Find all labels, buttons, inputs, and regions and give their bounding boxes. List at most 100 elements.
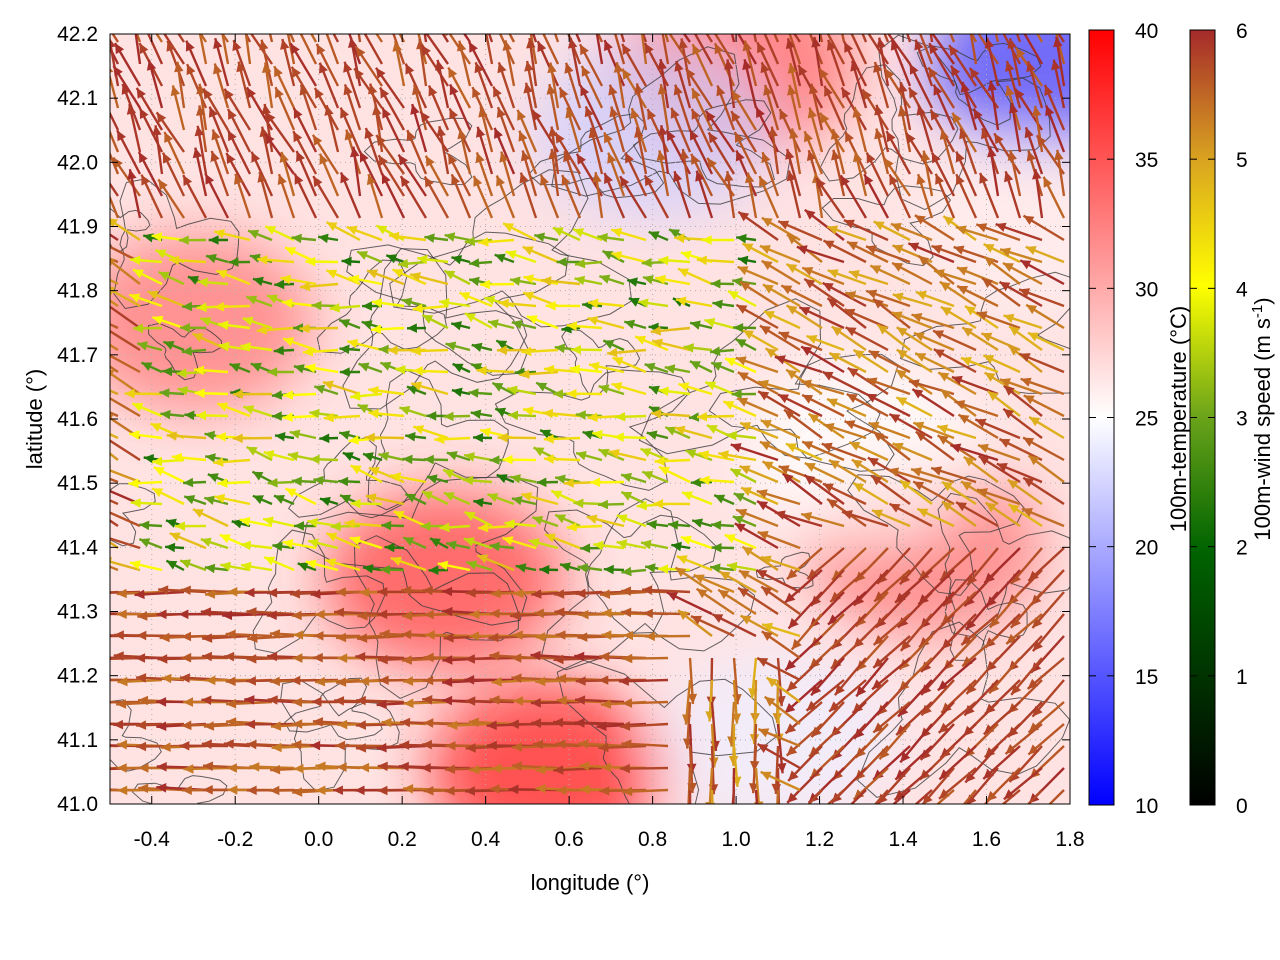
wind-vector-head xyxy=(613,62,624,73)
wind-vector-head xyxy=(194,125,205,137)
wind-vector-head xyxy=(981,128,991,140)
wind-vector-head xyxy=(566,388,577,399)
wind-vector-head xyxy=(185,40,195,52)
wind-vector-head xyxy=(523,291,535,301)
wind-vector-head xyxy=(868,421,880,431)
wind-vector-head xyxy=(604,173,613,184)
wind-vector-head xyxy=(716,85,726,97)
wind-vector-head xyxy=(138,695,149,706)
wind-vector-head xyxy=(136,673,147,683)
wind-vector-head xyxy=(349,536,361,546)
wind-vector-head xyxy=(412,366,423,376)
wind-vector-head xyxy=(853,789,865,800)
wind-vector-head xyxy=(889,174,899,186)
wind-vector-head xyxy=(110,435,111,437)
wind-vector-head xyxy=(643,275,654,285)
wind-vector-head xyxy=(866,152,876,164)
wind-vector-head xyxy=(523,82,533,94)
wind-vector-head xyxy=(740,422,752,431)
wind-vector-head xyxy=(762,284,774,294)
wind-vector-head xyxy=(487,493,499,503)
wind-vector-head xyxy=(402,610,413,621)
wind-vector-head xyxy=(804,209,816,220)
wind-vector-head xyxy=(526,38,536,49)
wind-vector-head xyxy=(380,361,392,371)
wind-vector-head xyxy=(939,281,951,292)
wind-vector-head xyxy=(954,400,966,410)
wind-vector-head xyxy=(213,457,224,467)
wind-vector-head xyxy=(598,499,609,510)
wind-vector-head xyxy=(827,225,839,235)
wind-vector-head xyxy=(309,454,320,465)
wind-vector-head xyxy=(737,255,749,266)
wind-vector-head xyxy=(295,22,304,33)
wind-vector-head xyxy=(582,430,594,440)
wind-vector-head xyxy=(471,342,483,352)
wind-vector-head xyxy=(309,408,320,419)
wind-vector-head xyxy=(789,128,799,139)
wind-vector-head xyxy=(165,542,176,553)
wind-vector-head xyxy=(1031,813,1041,823)
wind-vector-head xyxy=(97,506,108,515)
wind-vector-head xyxy=(315,0,324,10)
wind-vector-head xyxy=(401,297,413,307)
wind-vector-head xyxy=(294,521,304,531)
wind-vector-head xyxy=(603,340,615,349)
wind-vector-head xyxy=(465,588,476,598)
wind-vector xyxy=(508,34,516,43)
wind-vector-head xyxy=(536,477,547,488)
wind-vector-head xyxy=(787,84,797,96)
wind-vector-head xyxy=(691,153,700,165)
wind-vector-head xyxy=(100,175,109,186)
temperature-patch xyxy=(908,136,1070,317)
wind-vector-head xyxy=(535,765,546,775)
wind-vector-head xyxy=(909,87,918,99)
wind-vector-head xyxy=(740,615,752,625)
wind-vector-head xyxy=(1019,288,1031,298)
wind-vector-head xyxy=(346,225,358,235)
wind-vector-head xyxy=(274,279,285,290)
wind-vector-head xyxy=(768,126,778,138)
wind-vector-head xyxy=(354,68,364,80)
wind-vector xyxy=(110,452,119,461)
wind-vector-head xyxy=(494,22,503,33)
wind-vector-head xyxy=(182,301,193,312)
wind-vector-head xyxy=(630,108,640,119)
wind-vector-head xyxy=(280,274,291,285)
wind-vector-head xyxy=(381,717,392,728)
wind-vector-head xyxy=(985,502,997,513)
wind-vector-head xyxy=(830,129,841,140)
wind-vector-head xyxy=(251,151,261,163)
wind-vector-head xyxy=(275,0,284,10)
wind-vector-head xyxy=(196,105,206,116)
wind-vector-head xyxy=(896,397,908,407)
wind-vector-head xyxy=(359,676,370,686)
wind-vector-head xyxy=(383,1,392,12)
wind-vector-head xyxy=(489,784,500,794)
wind-vector-head xyxy=(319,153,329,165)
wind-vector-head xyxy=(712,299,723,309)
wind-vector-head xyxy=(280,39,290,50)
wind-vector-head xyxy=(204,495,216,505)
wind-vector-head xyxy=(891,311,903,321)
wind-vector-head xyxy=(842,510,853,520)
wind-vector-head xyxy=(226,698,237,709)
wind-vector-head xyxy=(737,266,749,276)
wind-vector-head xyxy=(292,787,303,797)
x-tick-label: 0.4 xyxy=(471,828,501,851)
wind-vector-head xyxy=(736,304,748,314)
wind-vector-head xyxy=(208,235,219,245)
wind-vector-head xyxy=(658,386,669,397)
wind-vector-head xyxy=(264,556,276,566)
wind-vector-head xyxy=(201,739,212,749)
colorbar-tick-label: 3 xyxy=(1236,408,1248,431)
wind-vector-head xyxy=(866,377,878,387)
wind-vector-head xyxy=(192,509,204,518)
wind-vector-head xyxy=(569,364,580,375)
wind-vector-head xyxy=(931,152,941,164)
wind-vector-head xyxy=(314,384,326,394)
wind-vector-head xyxy=(324,105,334,116)
wind-vector-head xyxy=(540,429,552,439)
wind-vector-head xyxy=(785,149,795,160)
contour-line xyxy=(540,498,756,671)
